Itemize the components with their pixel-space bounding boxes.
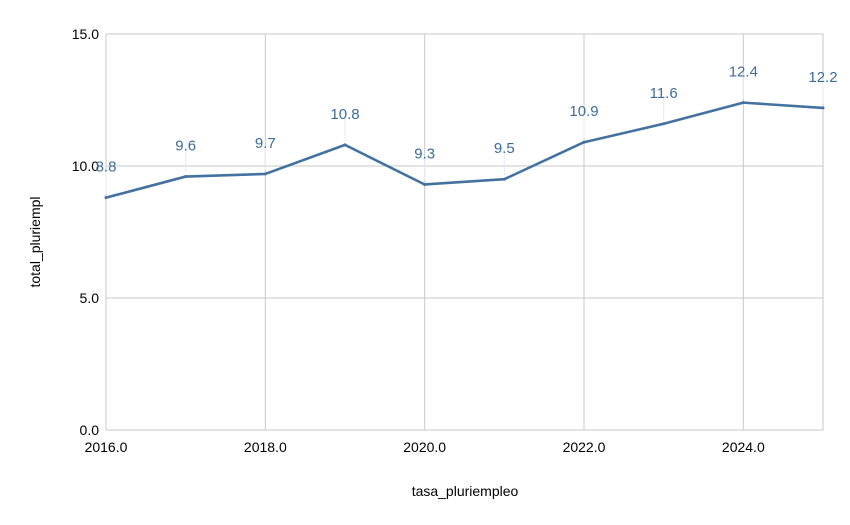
data-point bbox=[343, 143, 347, 147]
data-label: 10.8 bbox=[330, 106, 359, 123]
data-point bbox=[502, 177, 506, 181]
y-tick-label: 10.0 bbox=[72, 158, 99, 174]
data-label: 9.5 bbox=[494, 140, 515, 157]
data-point bbox=[821, 106, 825, 110]
data-label: 9.3 bbox=[414, 145, 435, 162]
data-label: 12.2 bbox=[808, 69, 837, 86]
data-point bbox=[263, 172, 267, 176]
data-point bbox=[662, 122, 666, 126]
data-point bbox=[184, 175, 188, 179]
y-tick-labels: 0.0 5.0 10.0 15.0 bbox=[72, 26, 99, 438]
x-tick-label: 2022.0 bbox=[563, 439, 606, 455]
data-point bbox=[423, 182, 427, 186]
data-label: 9.6 bbox=[175, 138, 196, 155]
y-tick-label: 5.0 bbox=[80, 290, 100, 306]
data-point bbox=[104, 196, 108, 200]
data-label: 8.8 bbox=[96, 159, 117, 176]
x-tick-labels: 2016.0 2018.0 2020.0 2022.0 2024.0 bbox=[85, 439, 765, 455]
data-labels: 8.8 9.6 9.7 10.8 9.3 9.5 10.9 11.6 12.4 12.2 bbox=[96, 64, 838, 194]
series-line bbox=[104, 101, 825, 199]
series bbox=[104, 101, 825, 200]
grid bbox=[105, 33, 824, 431]
y-tick-label: 15.0 bbox=[72, 26, 99, 42]
x-tick-label: 2018.0 bbox=[244, 439, 287, 455]
data-point bbox=[582, 140, 586, 144]
x-tick-label: 2024.0 bbox=[722, 439, 765, 455]
x-tick-label: 2016.0 bbox=[85, 439, 128, 455]
data-label: 12.4 bbox=[729, 64, 758, 81]
data-point bbox=[741, 101, 745, 105]
x-axis-title: tasa_pluriempleo bbox=[412, 483, 519, 499]
y-tick-label: 0.0 bbox=[80, 422, 100, 438]
x-tick-label: 2020.0 bbox=[403, 439, 446, 455]
data-label: 10.9 bbox=[569, 103, 598, 120]
data-label: 11.6 bbox=[650, 85, 678, 102]
data-label: 9.7 bbox=[255, 135, 276, 152]
y-axis-title: total_pluriempl bbox=[27, 196, 43, 287]
